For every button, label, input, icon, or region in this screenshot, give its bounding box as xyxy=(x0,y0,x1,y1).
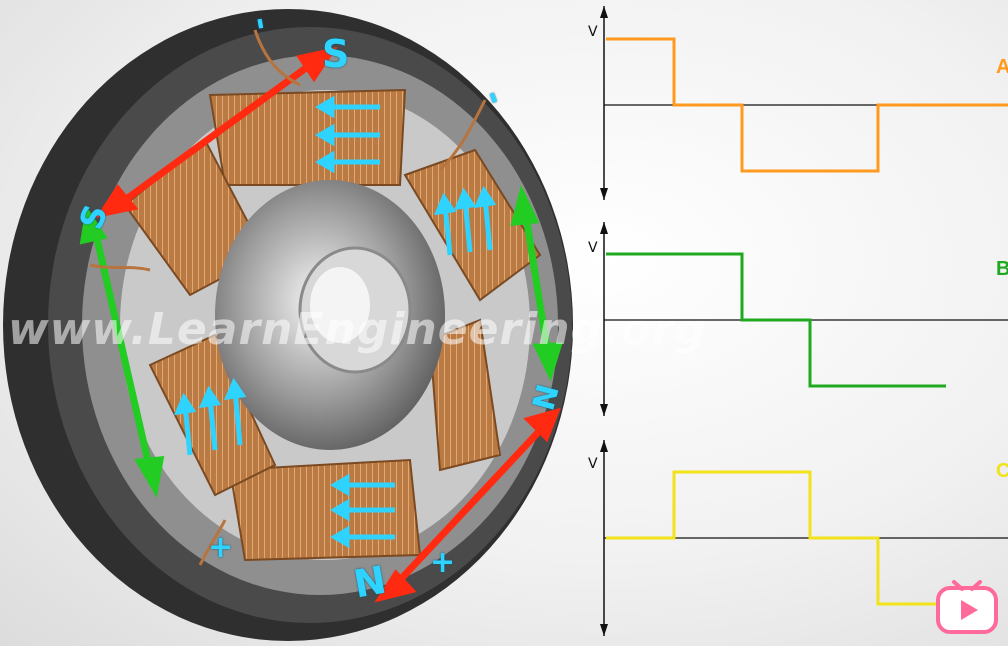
phase-label-b: B xyxy=(996,258,1008,280)
pole-label-top-s: S xyxy=(322,32,350,76)
plot-b-arrow-up xyxy=(600,222,608,234)
shaft-bore xyxy=(310,267,370,343)
plot-c-arrow-down xyxy=(600,624,608,636)
magnetic-field-arrows-green xyxy=(79,184,563,499)
plot-a-y-label: V xyxy=(588,24,598,40)
terminal-label-bottom-plus: + xyxy=(430,545,456,580)
coil-direction-arrows xyxy=(173,95,497,549)
magnetic-field-arrows-red xyxy=(95,46,561,603)
plot-c-waveform xyxy=(606,470,946,606)
phase-label-c: C xyxy=(996,460,1008,482)
plot-c-y-label: V xyxy=(588,456,598,472)
plot-b-arrow-down xyxy=(600,404,608,416)
phase-label-a: A xyxy=(996,56,1008,78)
phase-voltage-plots xyxy=(600,6,1008,636)
motor-diagram xyxy=(3,9,573,641)
wire-leads xyxy=(89,29,487,566)
play-button[interactable] xyxy=(936,580,998,636)
plot-a-waveform xyxy=(606,37,1008,173)
coil-lower-right xyxy=(428,318,502,472)
play-button-icon xyxy=(936,580,998,634)
plot-b-waveform xyxy=(606,252,946,388)
plot-a-arrow-down xyxy=(600,188,608,200)
plot-c-arrow-up xyxy=(600,440,608,452)
plot-a-arrow-up xyxy=(600,6,608,18)
plot-b-y-label: V xyxy=(588,240,598,256)
terminal-label-left-plus: + xyxy=(208,530,234,565)
